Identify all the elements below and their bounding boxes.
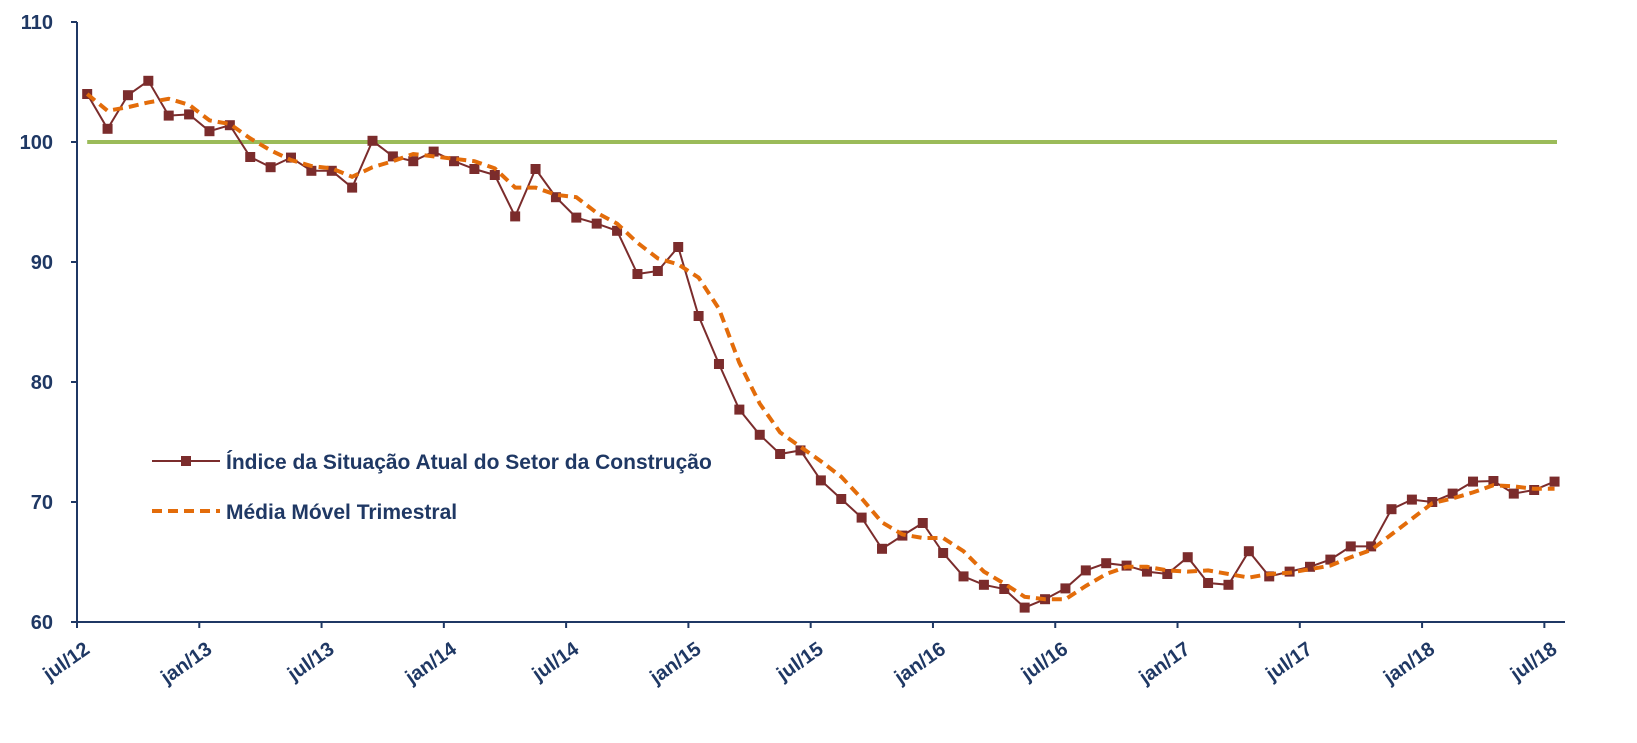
marker [1019, 602, 1030, 613]
marker [1386, 504, 1397, 515]
marker [1468, 476, 1479, 487]
marker [489, 170, 500, 180]
marker [122, 90, 133, 101]
marker [612, 225, 623, 236]
marker [1060, 583, 1071, 594]
marker [285, 152, 296, 163]
marker [1488, 476, 1499, 486]
marker [408, 156, 419, 167]
marker [449, 156, 460, 167]
x-tick-label: jul/12 [39, 638, 94, 686]
marker [734, 404, 745, 415]
marker [1325, 554, 1336, 565]
x-tick-label: jan/17 [1135, 638, 1195, 689]
x-tick-label: jul/17 [1261, 638, 1316, 686]
marker [978, 579, 989, 590]
marker [428, 146, 439, 157]
marker [143, 75, 154, 86]
marker [999, 584, 1010, 594]
legend-label: Média Móvel Trimestral [226, 501, 457, 524]
marker [1141, 566, 1152, 577]
marker [938, 548, 949, 558]
marker [306, 165, 317, 176]
marker [958, 571, 969, 582]
marker [1508, 488, 1519, 499]
marker [163, 110, 174, 121]
marker [632, 269, 643, 279]
marker [1243, 546, 1254, 557]
marker [652, 266, 663, 276]
marker [102, 123, 113, 134]
marker [673, 242, 684, 252]
x-tick-label: jan/15 [645, 638, 705, 689]
marker [469, 164, 480, 174]
marker [1406, 494, 1417, 505]
marker [1264, 571, 1275, 582]
marker [1345, 541, 1356, 552]
marker [387, 151, 398, 162]
marker [836, 494, 847, 504]
x-tick-label: jul/18 [1506, 638, 1561, 686]
marker [1366, 541, 1377, 552]
x-tick-label: jan/16 [890, 638, 950, 689]
x-tick-label: jul/14 [528, 638, 584, 686]
marker [550, 192, 561, 203]
marker [510, 211, 521, 222]
marker [713, 359, 724, 369]
marker [1182, 552, 1193, 563]
series-line [85, 92, 1555, 602]
marker [795, 445, 806, 456]
marker [877, 543, 888, 554]
marker [204, 126, 215, 137]
marker [754, 429, 765, 440]
y-tick-label: 80 [31, 372, 53, 394]
marker [245, 152, 256, 162]
y-tick-label: 60 [31, 612, 53, 634]
marker [1223, 579, 1234, 590]
marker [530, 164, 541, 174]
marker [775, 449, 786, 459]
marker [347, 182, 358, 193]
marker [1162, 569, 1173, 579]
marker [856, 512, 867, 523]
marker [265, 162, 276, 173]
marker [571, 212, 582, 223]
marker [326, 165, 337, 176]
marker [591, 218, 602, 229]
y-tick-label: 100 [20, 132, 53, 154]
x-tick-label: jul/13 [283, 638, 338, 686]
y-tick-label: 70 [31, 492, 53, 514]
marker [1447, 488, 1458, 499]
y-tick-label: 110 [21, 12, 53, 34]
marker [1203, 578, 1214, 588]
legend-marker [181, 456, 191, 466]
marker [1549, 476, 1560, 487]
series-line [86, 79, 1555, 609]
x-tick-label: jan/13 [156, 638, 216, 689]
marker [815, 475, 826, 486]
marker [693, 311, 704, 321]
marker [1304, 561, 1315, 572]
marker [184, 109, 195, 120]
marker [367, 135, 378, 146]
x-tick-label: jan/14 [401, 638, 462, 690]
legend-label: Índice da Situação Atual do Setor da Con… [226, 451, 712, 474]
x-tick-label: jan/18 [1379, 638, 1439, 689]
y-tick-label: 90 [31, 252, 53, 274]
marker [1101, 558, 1112, 569]
marker [1080, 565, 1091, 576]
marker [224, 120, 235, 131]
marker [917, 518, 928, 528]
x-tick-label: jul/15 [772, 638, 827, 686]
x-tick-label: jul/16 [1017, 638, 1072, 686]
